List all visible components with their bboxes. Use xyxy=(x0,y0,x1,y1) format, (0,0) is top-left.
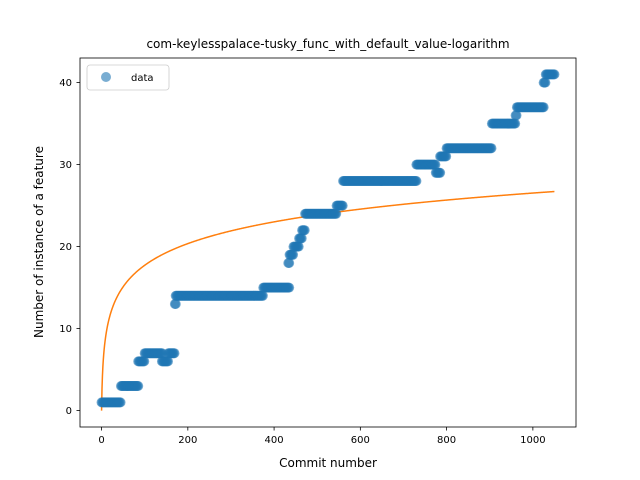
data-point xyxy=(441,151,452,162)
y-tick-label: 20 xyxy=(59,242,72,253)
x-axis-ticks: 0 200 400 600 800 1000 xyxy=(98,427,546,446)
data-point xyxy=(510,118,521,129)
data-point xyxy=(337,200,348,211)
legend-label-data: data xyxy=(131,73,154,84)
chart-title: com-keylesspalace-tusky_func_with_defaul… xyxy=(146,37,509,51)
data-point xyxy=(540,77,551,88)
x-tick-label: 1000 xyxy=(520,435,545,446)
data-point xyxy=(139,356,150,367)
data-point xyxy=(299,225,310,236)
plot-area xyxy=(80,58,576,427)
y-axis-ticks: 0 10 20 30 40 xyxy=(59,78,80,417)
data-point xyxy=(169,348,180,359)
data-point xyxy=(430,159,441,170)
data-point xyxy=(257,290,268,301)
y-tick-label: 0 xyxy=(66,406,72,417)
y-axis-label: Number of instance of a feature xyxy=(32,146,46,338)
data-point xyxy=(288,249,299,260)
data-point xyxy=(511,110,522,121)
data-point xyxy=(296,233,307,244)
data-point xyxy=(331,208,342,219)
data-point xyxy=(162,356,173,367)
data-point xyxy=(435,167,446,178)
y-tick-label: 10 xyxy=(59,324,72,335)
data-point xyxy=(284,258,295,268)
x-tick-label: 600 xyxy=(351,435,370,446)
y-tick-label: 40 xyxy=(59,78,72,89)
data-point xyxy=(133,381,144,391)
y-tick-label: 30 xyxy=(59,160,72,171)
data-point xyxy=(115,397,126,408)
x-tick-label: 400 xyxy=(265,435,284,446)
x-tick-label: 800 xyxy=(437,435,456,446)
data-points-layer xyxy=(96,69,560,408)
data-point xyxy=(293,241,304,252)
data-point xyxy=(538,102,549,113)
data-point xyxy=(411,176,422,186)
legend-box xyxy=(86,64,170,91)
data-point xyxy=(486,143,497,154)
legend-marker-data xyxy=(101,72,111,82)
data-point xyxy=(170,299,181,309)
plot-frame xyxy=(79,57,577,428)
x-axis-label: Commit number xyxy=(279,456,377,470)
x-tick-label: 0 xyxy=(98,435,104,446)
data-point xyxy=(284,282,295,293)
legend: data xyxy=(86,64,170,91)
data-point xyxy=(549,69,560,80)
x-tick-label: 200 xyxy=(178,435,197,446)
